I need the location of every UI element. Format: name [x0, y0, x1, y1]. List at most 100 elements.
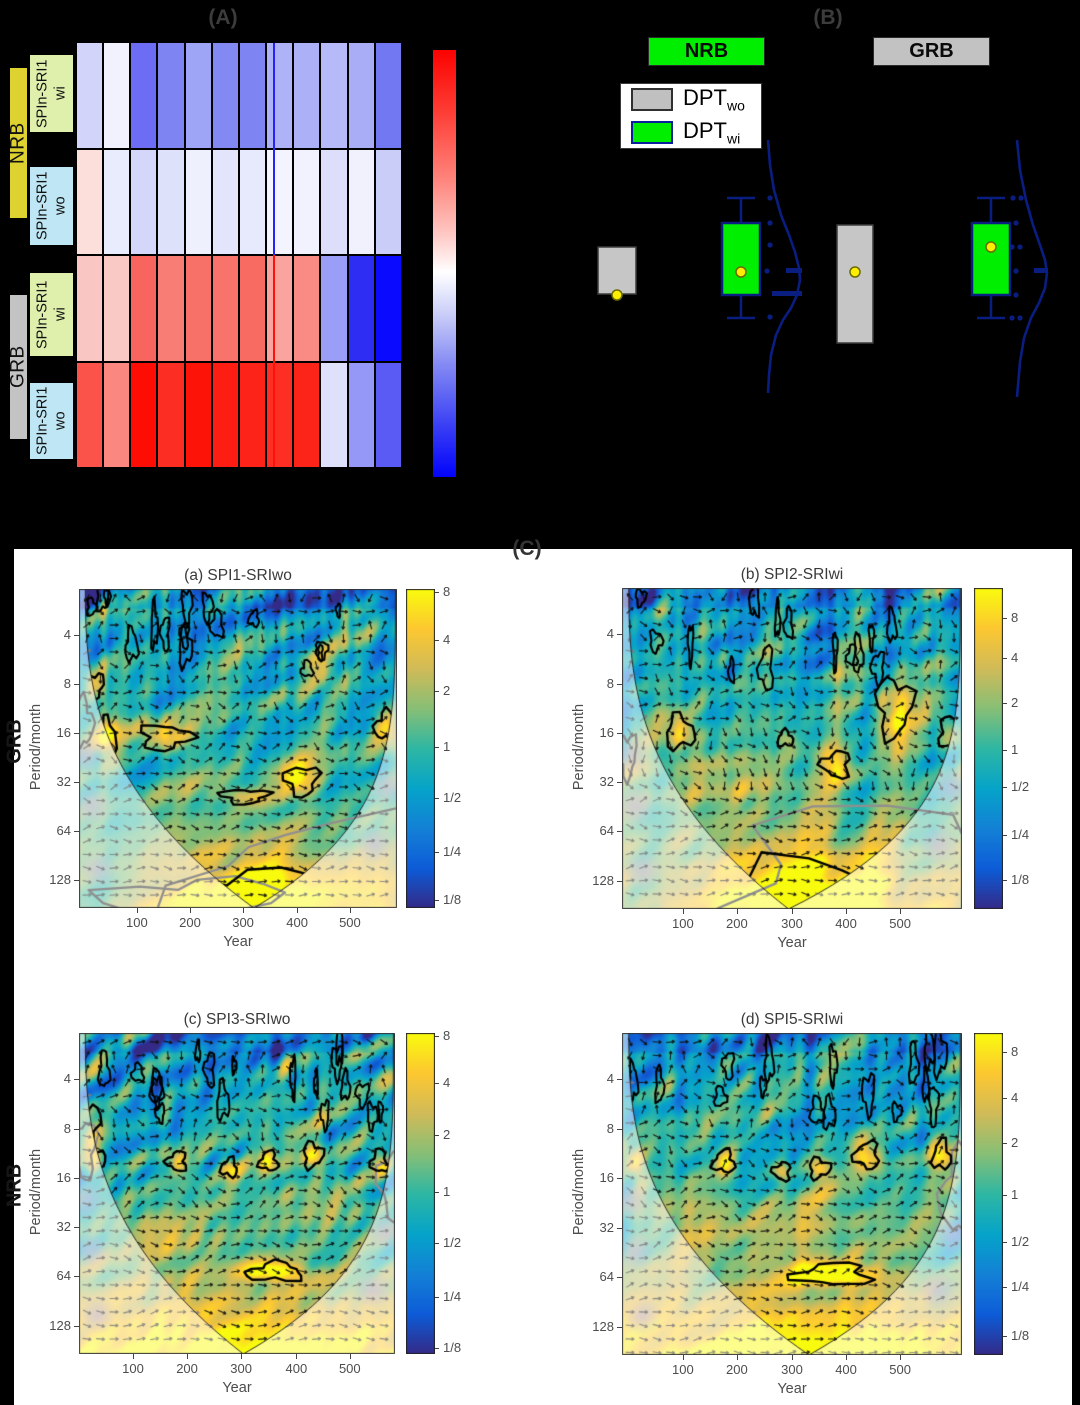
cbtickmark-c-0 [435, 1036, 439, 1038]
cbtickmark-c-1 [435, 1083, 439, 1085]
ytickmark-b-5 [617, 880, 622, 882]
box-wi-1 [720, 221, 762, 297]
cbtickmark-b-6 [1003, 880, 1007, 882]
ytick-a-128: 128 [49, 871, 71, 887]
heatmap-cell-r0c5 [212, 43, 238, 148]
xtick-c-500: 500 [338, 1361, 361, 1376]
cbtickmark-c-4 [435, 1242, 439, 1244]
heatmap-cell-r0c8 [294, 43, 320, 148]
median-dot-0 [611, 289, 623, 301]
data-point-1-4 [767, 314, 773, 320]
ytickmark-b-4 [617, 831, 622, 833]
ytickmark-a-4 [74, 830, 79, 832]
ytick-c-128: 128 [49, 1317, 71, 1333]
data-point-1-1 [767, 220, 773, 226]
legend-swatch-wo [631, 88, 673, 112]
xtickmark-b-1 [736, 909, 738, 914]
heatmap-cell-r1c10 [348, 149, 374, 254]
wavelet-title-a: (a) SPI1-SRIwo [184, 567, 292, 584]
wavelet-title-b: (b) SPI2-SRIwi [740, 566, 844, 583]
side-label-grb: GRB [3, 719, 26, 764]
xtick-b-400: 400 [835, 916, 857, 931]
heatmap-cell-r0c1 [104, 43, 130, 148]
ytickmark-d-4 [617, 1277, 622, 1279]
xtickmark-b-0 [682, 909, 684, 914]
ytick-b-128: 128 [592, 872, 614, 888]
xlabel-d: Year [777, 1381, 807, 1397]
cbtick-b-1: 4 [1011, 649, 1019, 665]
xtickmark-d-2 [792, 1355, 793, 1360]
heatmap-cell-r2c0 [77, 256, 103, 361]
heatmap-cell-r1c6 [239, 149, 266, 254]
heatmap-cell-r1c2 [131, 149, 157, 254]
cbtickmark-b-5 [1003, 835, 1007, 837]
xtickmark-c-4 [349, 1354, 351, 1359]
cbtickmark-a-0 [435, 592, 439, 594]
xtick-b-200: 200 [726, 916, 748, 931]
colorbar-d [974, 1033, 1003, 1355]
xtickmark-c-2 [241, 1354, 243, 1359]
xtickmark-a-3 [297, 908, 299, 913]
ytickmark-d-0 [617, 1079, 622, 1081]
cbtick-c-6: 1/8 [443, 1339, 462, 1355]
ytickmark-b-2 [617, 732, 622, 734]
violin-curve-3 [1015, 139, 1049, 398]
heatmap-cell-r0c7 [267, 43, 293, 148]
ytickmark-c-0 [74, 1079, 79, 1081]
cbtickmark-a-1 [435, 640, 439, 642]
cbtick-a-4: 1/2 [443, 789, 462, 805]
ytick-a-16: 16 [56, 724, 71, 740]
ytickmark-d-2 [617, 1178, 622, 1180]
cbtick-b-2: 2 [1011, 694, 1019, 710]
ytickmark-c-5 [74, 1325, 79, 1327]
heatmap-cell-r2c2 [131, 256, 157, 361]
ytickmark-a-2 [74, 732, 79, 734]
data-point-3-2 [1013, 220, 1019, 226]
cbtickmark-d-4 [1003, 1242, 1007, 1244]
cbtickmark-b-1 [1003, 657, 1007, 659]
ylabel-c: Period/month [28, 1148, 44, 1235]
ytick-b-32: 32 [599, 774, 614, 790]
ytick-d-4: 4 [606, 1071, 614, 1087]
ylabel-d: Period/month [571, 1148, 587, 1236]
panel-c-title: (C) [512, 537, 542, 560]
ylabel-b: Period/month [571, 703, 587, 790]
heatmap-cell-r3c2 [131, 362, 157, 467]
box-wo-2 [836, 224, 874, 344]
xtickmark-a-2 [243, 908, 245, 913]
ytickmark-d-1 [617, 1128, 622, 1130]
xtick-a-300: 300 [232, 915, 254, 930]
data-point-3-4 [1017, 244, 1023, 250]
heatmap-cell-r0c9 [321, 43, 347, 148]
xtick-d-100: 100 [672, 1362, 694, 1377]
heatmap-cell-r1c5 [212, 149, 238, 254]
cbtickmark-c-2 [435, 1135, 439, 1137]
ylabel-a: Period/month [28, 703, 44, 790]
ytickmark-c-2 [74, 1177, 79, 1179]
heatmap-cell-r3c7 [267, 362, 293, 467]
violin-curve-1 [766, 139, 802, 394]
heatmap-cell-r1c3 [158, 149, 184, 254]
boxplot-canvas [597, 139, 1049, 398]
legend-item-wo: DPTwo [631, 87, 751, 113]
wavelet-plot-b [622, 588, 962, 909]
heatmap-cell-r3c1 [104, 362, 130, 467]
heatmap-cell-r2c3 [158, 256, 184, 361]
ytick-a-64: 64 [56, 822, 71, 838]
xtickmark-b-2 [792, 909, 793, 914]
heatmap-cell-r2c6 [239, 256, 266, 361]
heatmap-cell-r3c6 [239, 362, 266, 467]
xtick-c-300: 300 [230, 1361, 252, 1376]
cbtick-d-6: 1/8 [1011, 1328, 1030, 1343]
heatmap-cell-r2c7 [267, 256, 293, 361]
xtick-a-400: 400 [286, 915, 308, 930]
heatmap-cell-r1c0 [77, 149, 103, 254]
ytick-d-16: 16 [599, 1170, 614, 1186]
data-point-3-1 [1018, 195, 1024, 201]
xtickmark-a-4 [349, 908, 351, 913]
heatmap-cell-r3c5 [212, 362, 238, 467]
xtickmark-a-1 [189, 908, 191, 913]
xtick-d-300: 300 [781, 1362, 803, 1377]
ytick-d-64: 64 [599, 1269, 614, 1285]
